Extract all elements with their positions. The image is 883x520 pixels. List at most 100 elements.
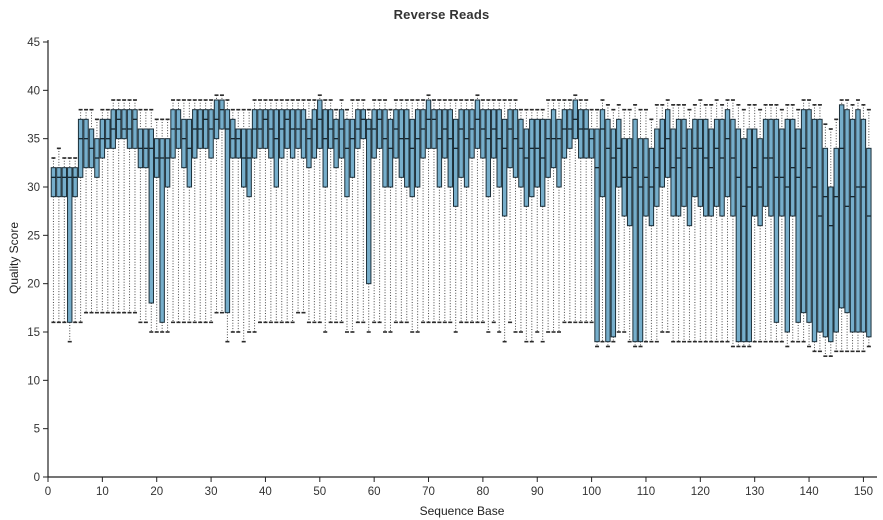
- iqr-box: [360, 109, 366, 140]
- iqr-box: [219, 99, 225, 130]
- iqr-box: [512, 109, 519, 178]
- y-tick-label: 10: [27, 375, 40, 387]
- iqr-box: [442, 109, 448, 159]
- iqr-box: [534, 118, 540, 188]
- iqr-box: [148, 128, 154, 304]
- iqr-box: [762, 118, 769, 207]
- iqr-box: [115, 109, 122, 140]
- iqr-box: [616, 118, 622, 188]
- iqr-box: [322, 109, 328, 188]
- iqr-box: [72, 167, 78, 198]
- iqr-box: [675, 118, 682, 217]
- iqr-box: [784, 118, 791, 333]
- iqr-box: [583, 109, 589, 159]
- y-tick-label: 30: [27, 182, 40, 194]
- iqr-box: [838, 104, 845, 309]
- iqr-box: [529, 118, 535, 198]
- iqr-box: [251, 109, 258, 159]
- iqr-box: [708, 128, 714, 217]
- iqr-box: [610, 128, 617, 338]
- x-tick-label: 110: [637, 486, 655, 498]
- iqr-box: [491, 109, 497, 159]
- iqr-box: [844, 109, 850, 314]
- x-tick-label: 0: [45, 486, 51, 498]
- iqr-box: [724, 109, 731, 198]
- iqr-box: [338, 109, 345, 159]
- iqr-box: [306, 118, 312, 169]
- iqr-box: [518, 118, 524, 188]
- iqr-box: [284, 109, 290, 149]
- iqr-box: [164, 138, 171, 188]
- iqr-box: [300, 109, 307, 159]
- iqr-box: [719, 118, 725, 217]
- iqr-box: [431, 109, 437, 149]
- iqr-box: [317, 99, 323, 149]
- iqr-box: [773, 118, 780, 323]
- iqr-box: [757, 138, 763, 227]
- iqr-box: [578, 109, 584, 159]
- iqr-box: [333, 118, 339, 169]
- y-tick-label: 35: [27, 134, 40, 146]
- iqr-box: [795, 128, 801, 323]
- iqr-box: [545, 118, 551, 178]
- iqr-box: [659, 118, 665, 188]
- y-tick-label: 20: [27, 279, 40, 291]
- iqr-box: [746, 128, 752, 343]
- iqr-box: [159, 138, 165, 323]
- iqr-box: [866, 147, 872, 338]
- iqr-box: [311, 109, 318, 159]
- iqr-box: [692, 118, 698, 198]
- iqr-box: [703, 118, 709, 217]
- x-tick-label: 60: [368, 486, 381, 498]
- iqr-box: [539, 118, 546, 207]
- iqr-box: [344, 118, 350, 198]
- iqr-box: [637, 138, 644, 343]
- iqr-box: [414, 109, 421, 188]
- x-tick-label: 150: [854, 486, 873, 498]
- iqr-box: [463, 109, 470, 188]
- x-tick-label: 70: [422, 486, 435, 498]
- iqr-box: [686, 128, 693, 227]
- iqr-box: [849, 118, 856, 333]
- y-tick-label: 15: [27, 327, 40, 339]
- iqr-box: [811, 118, 818, 343]
- iqr-box: [556, 118, 562, 188]
- iqr-box: [496, 109, 502, 188]
- iqr-box: [268, 109, 274, 159]
- iqr-box: [855, 109, 861, 333]
- x-axis-title: Sequence Base: [419, 504, 505, 518]
- iqr-box: [751, 128, 758, 217]
- iqr-box: [501, 118, 508, 217]
- x-tick-label: 40: [259, 486, 272, 498]
- chart-title: Reverse Reads: [393, 7, 490, 22]
- iqr-box: [202, 109, 209, 149]
- iqr-box: [56, 167, 62, 198]
- iqr-box: [779, 128, 785, 217]
- iqr-box: [561, 109, 568, 159]
- iqr-box: [387, 118, 394, 188]
- iqr-box: [349, 118, 356, 178]
- iqr-box: [730, 118, 736, 217]
- iqr-box: [860, 118, 867, 333]
- iqr-box: [523, 128, 530, 207]
- iqr-box: [480, 109, 486, 159]
- iqr-box: [393, 109, 399, 159]
- iqr-box: [485, 109, 492, 198]
- x-tick-label: 10: [96, 486, 109, 498]
- iqr-box: [83, 118, 89, 169]
- x-tick-label: 20: [150, 486, 163, 498]
- iqr-box: [105, 118, 111, 149]
- y-tick-label: 40: [27, 85, 40, 97]
- x-tick-label: 80: [476, 486, 489, 498]
- iqr-box: [235, 128, 241, 159]
- iqr-box: [409, 118, 415, 198]
- iqr-box: [67, 167, 73, 323]
- iqr-box: [469, 109, 475, 159]
- iqr-box: [806, 109, 812, 323]
- iqr-box: [632, 118, 638, 343]
- iqr-box: [817, 118, 823, 333]
- iqr-box: [822, 147, 829, 338]
- x-tick-label: 130: [745, 486, 764, 498]
- x-tick-label: 30: [205, 486, 218, 498]
